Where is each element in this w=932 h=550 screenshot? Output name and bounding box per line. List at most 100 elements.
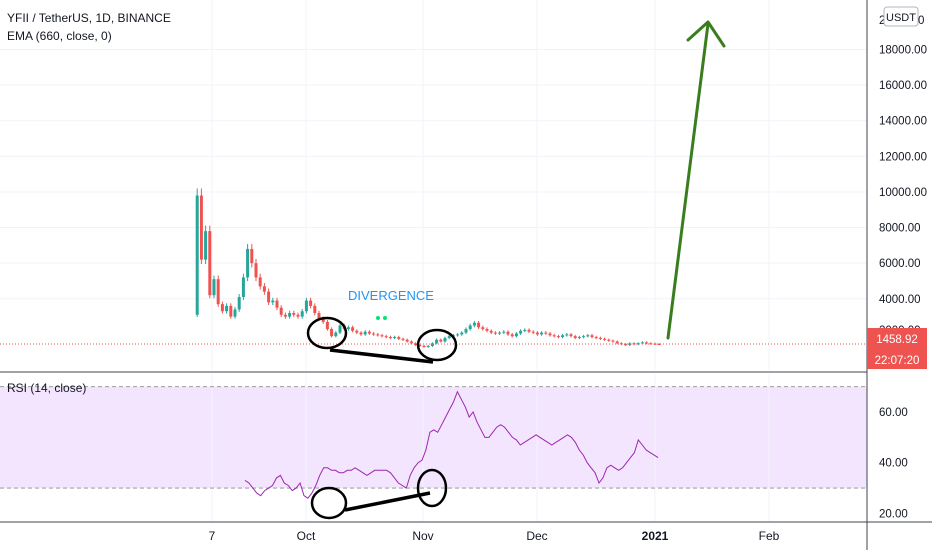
candle-body — [216, 279, 220, 305]
candle-body — [468, 325, 472, 330]
price-circle-left — [306, 316, 348, 350]
candle-body — [334, 332, 338, 337]
candle-body — [657, 344, 661, 346]
candle-body — [292, 313, 296, 315]
countdown-box — [867, 349, 927, 369]
candle-body — [594, 337, 598, 339]
candle-body — [422, 345, 426, 347]
candle-body — [288, 313, 292, 317]
price-tick-label: 6000.00 — [879, 258, 921, 270]
candle-body — [477, 322, 481, 328]
candle-body — [380, 335, 384, 337]
candle-body — [220, 304, 224, 312]
candle-body — [309, 300, 313, 306]
candle-body — [573, 336, 577, 338]
price-axis[interactable]: 4000.00 6000.00 8000.00 10000.00 12000.00 140… — [879, 45, 927, 306]
rsi-line — [244, 390, 659, 499]
symbol-title[interactable]: YFII / TetherUS, 1D, BINANCE — [7, 11, 171, 25]
candle-body — [346, 327, 350, 330]
candle-body — [363, 331, 367, 335]
candle-body — [435, 339, 439, 344]
rsi-band-fill — [0, 386, 867, 489]
candle-body — [586, 335, 590, 337]
candle-body — [502, 331, 506, 333]
candle-body — [279, 307, 283, 315]
candle-body — [548, 333, 552, 336]
candle-body — [472, 322, 476, 326]
price-gridlines — [0, 0, 867, 370]
price-tick-top-partial: 2 — [879, 15, 885, 27]
candle-body — [258, 277, 262, 287]
candle-body — [367, 331, 371, 334]
rsi-tick-label: 40.00 — [879, 458, 908, 470]
time-tick-label: 7 — [209, 529, 216, 543]
candle-body — [317, 313, 321, 319]
price-tick-label: 12000.00 — [879, 151, 927, 163]
candle-body — [519, 330, 523, 334]
candle-body — [262, 286, 266, 292]
price-tick-label: 10000.00 — [879, 187, 927, 199]
rsi-legend[interactable]: RSI (14, close) — [7, 381, 86, 395]
candle-body — [300, 311, 304, 317]
candle-body — [552, 335, 556, 337]
candle-body — [561, 335, 565, 338]
candle-body — [237, 297, 241, 310]
candle-body — [313, 305, 317, 314]
currency-badge[interactable]: USDT — [883, 6, 919, 27]
candle-body — [577, 337, 581, 339]
candle-body — [556, 336, 560, 338]
candle-body — [456, 334, 460, 336]
rsi-gridlines — [211, 374, 770, 521]
candle-body — [233, 309, 237, 317]
candle-body — [544, 332, 548, 334]
price-tick-label: 14000.00 — [879, 116, 927, 128]
candle-body — [582, 336, 586, 338]
signal-dot-right — [383, 316, 387, 320]
candle-body — [569, 334, 573, 337]
candle-body — [598, 337, 602, 339]
price-panel[interactable] — [0, 0, 867, 370]
candle-body — [527, 329, 531, 332]
time-tick-label: Oct — [297, 529, 316, 543]
candle-body — [384, 336, 388, 338]
candle-body — [283, 314, 287, 317]
candle-body — [355, 330, 359, 333]
candle-body — [430, 343, 434, 346]
candle-body — [447, 336, 451, 338]
annotations-layer: DIVERGENCE — [306, 20, 726, 520]
candle-body — [275, 300, 279, 308]
candle-body — [636, 343, 640, 345]
candle-body — [628, 343, 632, 346]
candle-body — [493, 332, 497, 334]
price-candles — [195, 188, 661, 348]
rsi-circle-left — [310, 486, 348, 520]
candle-body — [409, 341, 413, 344]
candle-body — [304, 300, 308, 312]
candle-body — [351, 327, 355, 331]
rsi-panel[interactable] — [0, 374, 867, 521]
price-tick-top-partial-suffix: 0 — [918, 15, 924, 27]
current-price-value: 1458.92 — [876, 334, 918, 346]
candle-body — [615, 341, 619, 344]
ema-legend[interactable]: EMA (660, close, 0) — [7, 29, 112, 43]
candle-body — [241, 277, 245, 297]
candle-body — [535, 332, 539, 335]
candle-body — [649, 343, 653, 345]
countdown-value: 22:07:20 — [875, 355, 920, 367]
projection-arrow-head — [686, 20, 726, 48]
price-tick-label: 8000.00 — [879, 223, 921, 235]
candle-body — [296, 314, 300, 317]
candle-body — [498, 332, 502, 334]
candle-body — [267, 291, 271, 303]
candle-body — [372, 333, 376, 335]
signal-dot-left — [376, 316, 380, 320]
candle-body — [397, 337, 401, 339]
time-tick-label: Nov — [412, 529, 433, 543]
rsi-axis[interactable]: 20.00 40.00 60.00 — [879, 407, 908, 520]
candle-body — [531, 331, 535, 333]
candle-body — [653, 343, 657, 345]
time-axis[interactable]: 7 Oct Nov Dec 2021 Feb — [209, 529, 780, 543]
candle-body — [254, 263, 258, 278]
candle-body — [640, 342, 644, 344]
